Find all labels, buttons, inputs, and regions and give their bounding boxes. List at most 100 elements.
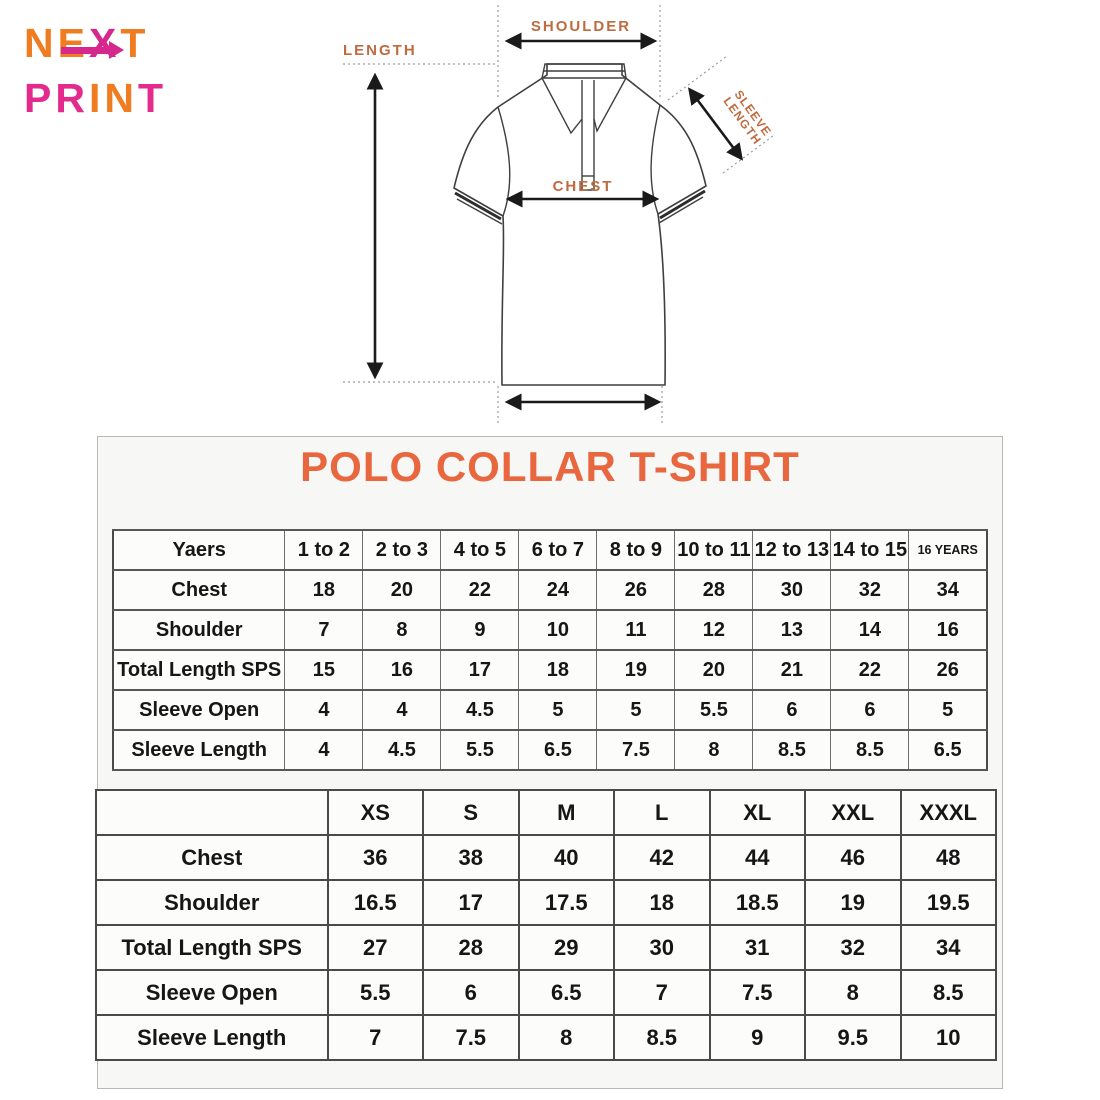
value-cell: 7: [613, 969, 711, 1016]
value-cell: 28: [674, 569, 754, 611]
value-cell: 29: [517, 924, 615, 971]
logo-letter: X: [88, 20, 121, 66]
value-cell: 10: [518, 609, 598, 651]
row-label: Total Length SPS: [95, 924, 329, 971]
value-cell: 7.5: [708, 969, 806, 1016]
value-cell: 5.5: [440, 729, 520, 771]
nextprint-logo: NEXT PRINT: [24, 16, 167, 126]
value-cell: 4: [362, 689, 442, 731]
value-cell: 4: [284, 729, 364, 771]
value-cell: 20: [674, 649, 754, 691]
value-cell: 22: [440, 569, 520, 611]
value-cell: 22: [830, 649, 910, 691]
value-cell: 17: [440, 649, 520, 691]
value-cell: 21: [752, 649, 832, 691]
value-cell: 38: [422, 834, 520, 881]
value-cell: 6.5: [908, 729, 988, 771]
value-cell: 12: [674, 609, 754, 651]
value-cell: 8: [804, 969, 902, 1016]
logo-letter: N: [24, 20, 58, 66]
value-cell: 18: [284, 569, 364, 611]
value-cell: 9: [440, 609, 520, 651]
column-header: 2 to 3: [362, 529, 442, 571]
value-cell: 6.5: [517, 969, 615, 1016]
value-cell: 5.5: [674, 689, 754, 731]
value-cell: 20: [362, 569, 442, 611]
value-cell: 46: [804, 834, 902, 881]
logo-letter: N: [104, 75, 138, 121]
value-cell: 19: [596, 649, 676, 691]
column-header: Yaers: [112, 529, 286, 571]
row-label: Chest: [112, 569, 286, 611]
value-cell: 4: [284, 689, 364, 731]
sleeve-length-arrow: [687, 87, 744, 161]
value-cell: 28: [422, 924, 520, 971]
table-row: Sleeve Open 4 4 4.5 5 5 5.5 6 6 5: [112, 689, 988, 731]
row-label: Sleeve Length: [112, 729, 286, 771]
value-cell: 8.5: [899, 969, 997, 1016]
row-label: Sleeve Length: [95, 1014, 329, 1061]
value-cell: 5: [518, 689, 598, 731]
value-cell: 27: [326, 924, 424, 971]
value-cell: 7.5: [596, 729, 676, 771]
table-row: Shoulder 7 8 9 10 11 12 13 14 16: [112, 609, 988, 651]
row-label: Shoulder: [95, 879, 329, 926]
value-cell: 8.5: [830, 729, 910, 771]
right-cuff-stripe: [659, 189, 706, 220]
value-cell: 34: [899, 924, 997, 971]
logo-line-2: PRINT: [24, 71, 167, 126]
sleeve-start-dotted-line: [667, 55, 728, 101]
value-cell: 30: [613, 924, 711, 971]
value-cell: 42: [613, 834, 711, 881]
value-cell: 34: [908, 569, 988, 611]
right-cuff-stripe-2: [658, 196, 704, 224]
column-header: 6 to 7: [518, 529, 598, 571]
value-cell: 16.5: [326, 879, 424, 926]
table-row: Chest 36 38 40 42 44 46 48: [95, 834, 997, 881]
value-cell: 36: [326, 834, 424, 881]
adult-size-table: XS S M L XL XXL XXXL Chest 36 38 40 42 44 46 48 Shoulde…: [95, 789, 997, 1061]
row-label: Sleeve Open: [95, 969, 329, 1016]
value-cell: 8.5: [613, 1014, 711, 1061]
left-cuff-stripe: [454, 191, 502, 221]
value-cell: 18: [613, 879, 711, 926]
value-cell: 26: [908, 649, 988, 691]
table-row: Sleeve Length 7 7.5 8 8.5 9 9.5 10: [95, 1014, 997, 1061]
value-cell: 4.5: [440, 689, 520, 731]
table-row: Sleeve Open 5.5 6 6.5 7 7.5 8 8.5: [95, 969, 997, 1016]
value-cell: 7.5: [422, 1014, 520, 1061]
logo-letter: E: [57, 20, 89, 66]
value-cell: 24: [518, 569, 598, 611]
logo-line-1: NEXT: [24, 16, 167, 71]
value-cell: 40: [517, 834, 615, 881]
table-row: Total Length SPS 15 16 17 18 19 20 21 22 26: [112, 649, 988, 691]
value-cell: 16: [362, 649, 442, 691]
table-row: Sleeve Length 4 4.5 5.5 6.5 7.5 8 8.5 8.5 6.5: [112, 729, 988, 771]
chest-label: CHEST: [553, 178, 614, 195]
value-cell: 44: [708, 834, 806, 881]
length-label: LENGTH: [343, 42, 417, 59]
value-cell: 6: [752, 689, 832, 731]
column-header: 4 to 5: [440, 529, 520, 571]
table-row: Shoulder 16.5 17 17.5 18 18.5 19 19.5: [95, 879, 997, 926]
row-label: Shoulder: [112, 609, 286, 651]
value-cell: 7: [326, 1014, 424, 1061]
column-header: 10 to 11: [674, 529, 754, 571]
value-cell: 4.5: [362, 729, 442, 771]
value-cell: 32: [830, 569, 910, 611]
left-collar-lapel: [541, 77, 583, 135]
table-row: Total Length SPS 27 28 29 30 31 32 34: [95, 924, 997, 971]
value-cell: 14: [830, 609, 910, 651]
value-cell: 11: [596, 609, 676, 651]
left-cuff-stripe-2: [456, 198, 503, 225]
value-cell: 18: [518, 649, 598, 691]
table-header-row: XS S M L XL XXL XXXL: [95, 789, 997, 836]
value-cell: 19: [804, 879, 902, 926]
value-cell: 8: [674, 729, 754, 771]
row-label: Total Length SPS: [112, 649, 286, 691]
logo-letter: T: [137, 75, 168, 121]
column-header: S: [422, 789, 520, 836]
value-cell: 5: [596, 689, 676, 731]
